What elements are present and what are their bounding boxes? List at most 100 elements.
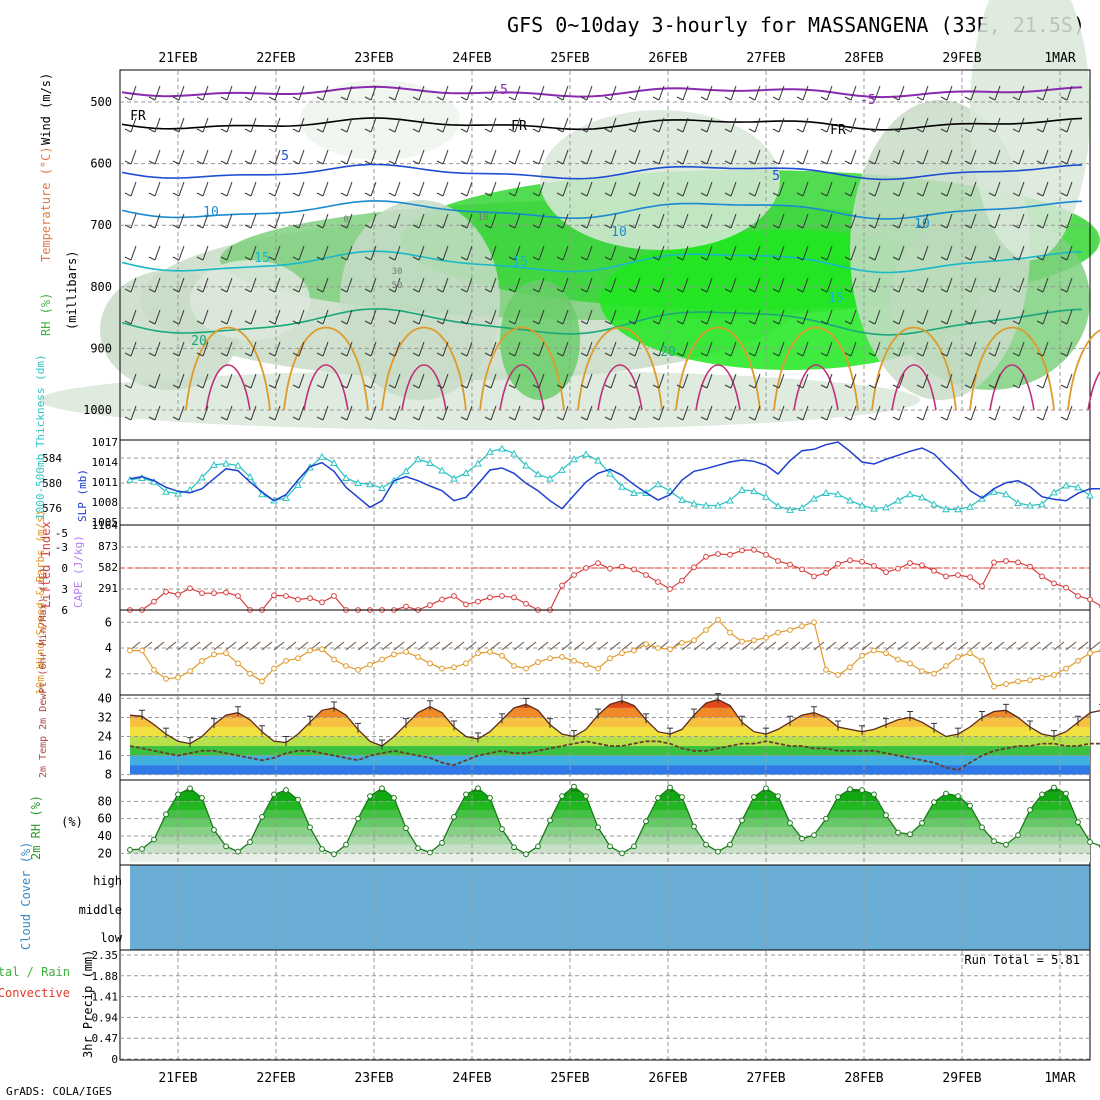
wind-barb-flag — [892, 288, 900, 293]
wind-barb-flag — [580, 256, 588, 261]
wind-barb-flag — [1012, 96, 1020, 101]
wind-barb-flag — [724, 352, 732, 357]
wind-barb — [442, 373, 449, 389]
wind-barb — [466, 277, 473, 293]
surface-wind-barb — [849, 641, 861, 651]
thickness-tick: 580 — [42, 477, 62, 490]
wind-barb-flag — [772, 128, 780, 133]
wind-barb-flag — [1060, 416, 1068, 421]
thickness-tick: 576 — [42, 502, 62, 515]
lifted-index-line-point — [487, 594, 493, 601]
wind-barb-flag — [460, 320, 468, 325]
wind-barb — [274, 117, 281, 133]
wind-barb — [730, 213, 737, 229]
wind-barb-flag — [580, 224, 588, 229]
rh-band — [130, 801, 1090, 810]
date-label-bottom: 24FEB — [452, 1071, 491, 1086]
rh-line-point — [235, 848, 241, 855]
wind-barb-flag — [508, 352, 516, 357]
wind-barb — [442, 213, 449, 229]
lifted-index-line-point — [1003, 558, 1009, 564]
wind-barb-flag — [604, 224, 612, 229]
dewpoint-line — [129, 740, 1100, 771]
wind-barb-flag — [172, 96, 180, 101]
isotherm-label: 15 — [254, 251, 270, 266]
lifted-index-line-point — [643, 572, 649, 578]
wind-barb-flag — [244, 128, 252, 133]
wind-barb-flag — [460, 160, 468, 165]
thickness-line-point — [702, 501, 710, 509]
lifted-index-line-point — [235, 593, 241, 599]
cloud-level-label: high — [93, 874, 122, 888]
thickness-line-point — [738, 485, 746, 493]
wind-barb-flag — [964, 224, 972, 229]
wind-barb-flag — [268, 128, 276, 133]
wind-barb — [1018, 213, 1025, 229]
wind-speed-line-point — [643, 641, 649, 648]
humidity-shading — [190, 260, 310, 340]
lifted-index-line-point — [595, 560, 601, 566]
wind-barb-flag — [484, 320, 492, 325]
thickness-line-point — [1026, 501, 1034, 509]
wind-speed-line-point — [763, 634, 769, 641]
wind-barb-flag — [484, 352, 492, 357]
rh-line-point — [163, 811, 169, 818]
thickness-tick: 584 — [42, 452, 62, 465]
wind-speed-line-point — [331, 656, 337, 663]
wind-barb — [778, 309, 785, 325]
wind-barb-flag — [916, 288, 924, 293]
wind-speed-line-point — [535, 659, 541, 666]
wind-barb — [946, 213, 953, 229]
wind-barb — [226, 405, 233, 421]
rh-line-point — [823, 815, 829, 822]
wind-barb — [178, 341, 185, 357]
wind-barb — [994, 117, 1001, 133]
wind-barb-flag — [820, 416, 828, 421]
isotherm-label: 10 — [914, 217, 930, 232]
wind-barb — [418, 245, 425, 261]
thickness-line-point — [630, 488, 638, 496]
thickness-line-point — [954, 505, 962, 513]
wind-barb — [994, 181, 1001, 197]
wind-barb-flag — [316, 160, 324, 165]
wind-barb — [154, 373, 161, 389]
wind-barb — [634, 277, 641, 293]
wind-barb — [706, 341, 713, 357]
wind-barb-flag — [820, 384, 828, 389]
wind-barb — [586, 405, 593, 421]
wind-barb — [778, 277, 785, 293]
wind-barb — [850, 341, 857, 357]
wind-barb — [754, 309, 761, 325]
wind-speed-line-point — [547, 655, 553, 662]
wind-barb-flag — [532, 256, 540, 261]
wind-barb — [802, 405, 809, 421]
wind-barb — [802, 117, 809, 133]
date-label-bottom: 21FEB — [158, 1071, 197, 1086]
wind-barb — [154, 149, 161, 165]
wind-speed-line-point — [1039, 674, 1045, 681]
wind-barb-flag — [220, 384, 228, 389]
wind-barb-flag — [988, 320, 996, 325]
wind-barb-flag — [340, 160, 348, 165]
wind-barb-flag — [796, 320, 804, 325]
wind-speed-line-point — [775, 629, 781, 636]
precip-tick: 1.41 — [92, 991, 119, 1004]
wind-barb — [202, 405, 209, 421]
rh-line-point — [619, 850, 625, 857]
date-label-top: 27FEB — [746, 51, 785, 66]
lifted-index-line — [130, 549, 1100, 611]
lifted-cape-panel: -5-3 0 3 6 1164 873 582 291 Lifted Index CAPE (… — [39, 519, 1100, 617]
wind-barb — [802, 149, 809, 165]
surface-wind-barb — [225, 641, 237, 651]
rh-line-point — [1015, 832, 1021, 839]
rh-line-point — [427, 849, 433, 856]
wind-barb-flag — [292, 224, 300, 229]
wind-barb-flag — [532, 320, 540, 325]
wind-barb — [274, 85, 281, 101]
thickness-line-point — [966, 502, 974, 510]
thickness-line-point — [474, 459, 482, 467]
wind-barb — [346, 341, 353, 357]
wind-barb — [874, 309, 881, 325]
wind-barb — [346, 373, 353, 389]
rh-line-point — [583, 793, 589, 800]
